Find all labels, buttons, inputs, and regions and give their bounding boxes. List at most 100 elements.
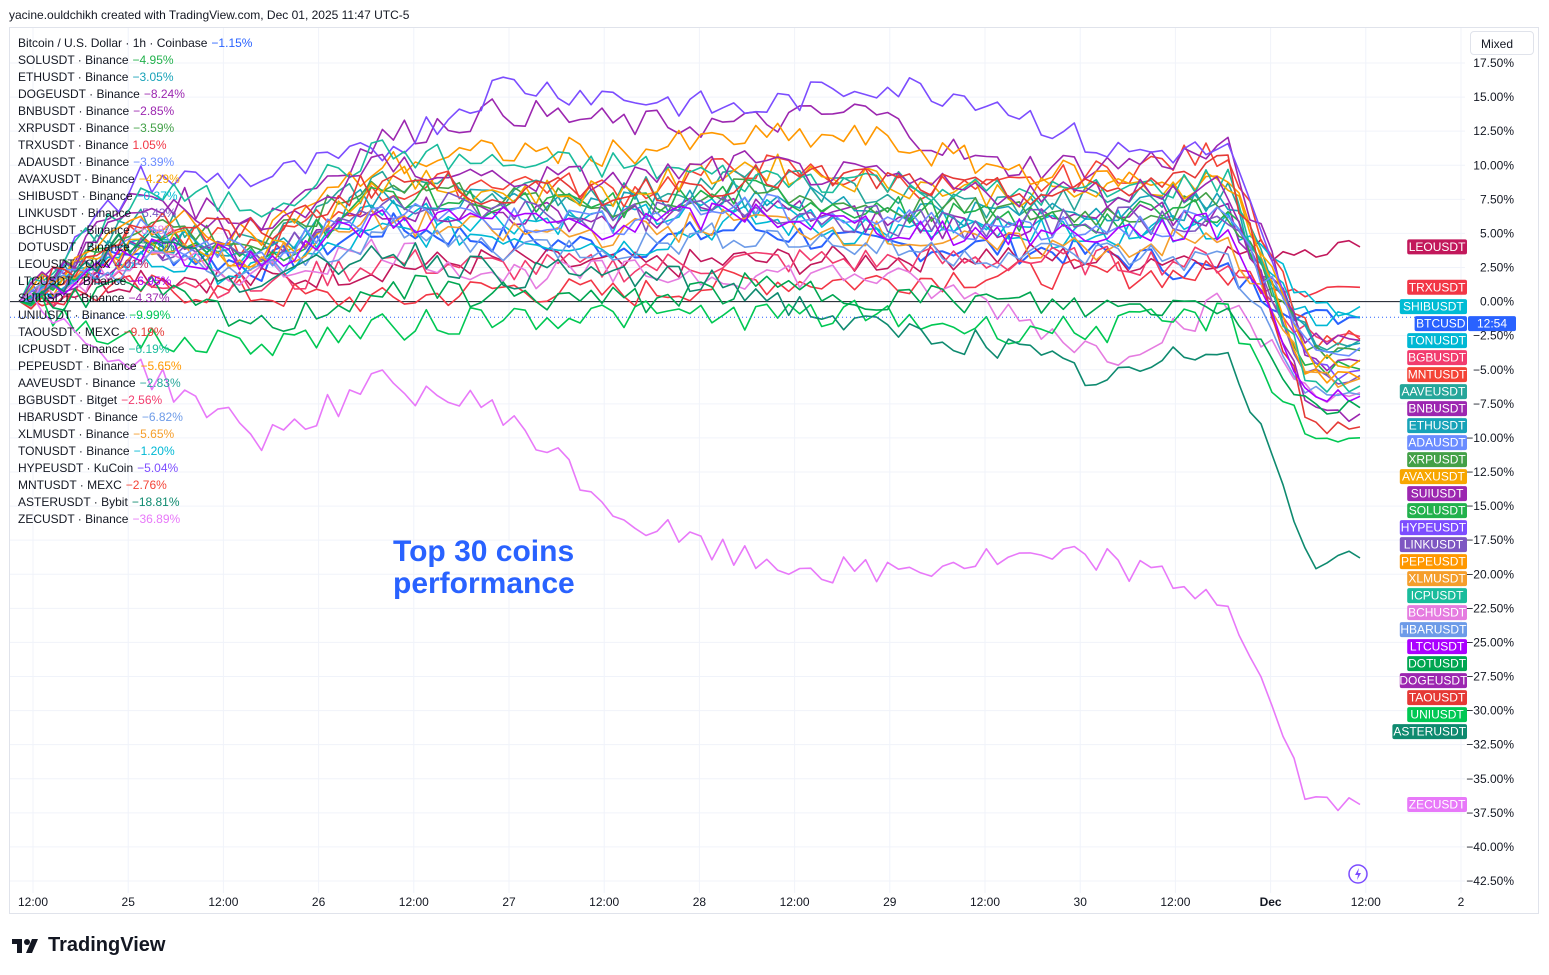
series-tag-bg[interactable] <box>1399 622 1467 638</box>
legend-row[interactable]: SUIUSDT · Binance −4.37% <box>18 290 252 307</box>
series-line-hypeusdt[interactable] <box>19 76 1361 381</box>
y-tick-label: 0.00% <box>1480 295 1514 309</box>
legend-row[interactable]: MNTUSDT · MEXC −2.76% <box>18 477 252 494</box>
legend-row[interactable]: ASTERUSDT · Bybit −18.81% <box>18 494 252 511</box>
legend-row[interactable]: ZECUSDT · Binance −36.89% <box>18 511 252 528</box>
series-tag-bg[interactable] <box>1407 571 1467 587</box>
series-tag-bg[interactable] <box>1407 690 1467 706</box>
series-tag-bg[interactable] <box>1399 520 1467 536</box>
legend-row[interactable]: DOGEUSDT · Binance −8.24% <box>18 86 252 103</box>
series-line-bnbusdt[interactable] <box>19 196 1361 346</box>
series-tag-bg[interactable] <box>1399 469 1467 485</box>
series-tag-label: SOLUSDT <box>1409 504 1466 518</box>
series-tag-label: LTCUSDT <box>1410 640 1465 654</box>
series-tag-bg[interactable] <box>1407 503 1467 519</box>
series-tag-bg[interactable] <box>1407 350 1467 366</box>
series-line-trxusdt[interactable] <box>19 258 1361 313</box>
series-line-zecusdt[interactable] <box>19 292 1361 812</box>
series-line-hbarusdt[interactable] <box>19 218 1361 397</box>
series-line-suiusdt[interactable] <box>19 98 1361 372</box>
legend-row[interactable]: PEPEUSDT · Binance −5.65% <box>18 358 252 375</box>
y-tick-label: −35.00% <box>1466 772 1514 786</box>
legend-row[interactable]: LINKUSDT · Binance −5.43% <box>18 205 252 222</box>
flash-icon[interactable] <box>1347 863 1369 885</box>
legend-series-name: BCHUSDT · Binance <box>18 223 130 237</box>
series-tag-bg[interactable] <box>1407 639 1467 655</box>
legend-row[interactable]: LEOUSDT · OKX 4.01% <box>18 256 252 273</box>
legend-row[interactable]: TRXUSDT · Binance 1.05% <box>18 137 252 154</box>
legend-row[interactable]: UNIUSDT · Binance −9.99% <box>18 307 252 324</box>
series-line-adausdt[interactable] <box>19 193 1361 357</box>
legend-row[interactable]: ADAUSDT · Binance −3.39% <box>18 154 252 171</box>
series-line-ethusdt[interactable] <box>19 180 1361 353</box>
chart-frame[interactable]: 17.50% 15.00% 12.50% 10.00% 7.50% 5.00% 2.50% 0… <box>9 27 1539 914</box>
series-tag-label: LINKUSDT <box>1404 538 1464 552</box>
series-line-pepeusdt[interactable] <box>19 122 1361 384</box>
legend-row[interactable]: BCHUSDT · Binance −6.68% <box>18 222 252 239</box>
series-tag-bg[interactable] <box>1414 316 1467 332</box>
series-tag-bg[interactable] <box>1407 707 1467 723</box>
legend-row[interactable]: AVAXUSDT · Binance −4.29% <box>18 171 252 188</box>
series-tag-bg[interactable] <box>1407 656 1467 672</box>
legend-row[interactable]: ICPUSDT · Binance −6.19% <box>18 341 252 358</box>
legend-row[interactable]: BGBUSDT · Bitget −2.56% <box>18 392 252 409</box>
series-line-taousdt[interactable] <box>19 154 1361 435</box>
series-tag-bg[interactable] <box>1399 384 1467 400</box>
series-tag-bg[interactable] <box>1407 333 1467 349</box>
series-line-btcusd[interactable] <box>19 212 1361 325</box>
series-tag-label: SUIUSDT <box>1411 487 1464 501</box>
series-line-mntusdt[interactable] <box>19 142 1361 350</box>
series-tag-label: BNBUSDT <box>1408 402 1466 416</box>
legend-row[interactable]: HBARUSDT · Binance −6.82% <box>18 409 252 426</box>
legend-series-change: −5.65% <box>133 427 175 441</box>
legend-row[interactable]: Bitcoin / U.S. Dollar · 1h · Coinbase −1.… <box>18 35 252 52</box>
legend-row[interactable]: SOLUSDT · Binance −4.95% <box>18 52 252 69</box>
series-line-dogeusdt[interactable] <box>19 150 1361 423</box>
legend-row[interactable]: TONUSDT · Binance −1.20% <box>18 443 252 460</box>
series-line-ltcusdt[interactable] <box>19 202 1361 403</box>
series-line-icpusdt[interactable] <box>19 139 1361 393</box>
legend-row[interactable]: XLMUSDT · Binance −5.65% <box>18 426 252 443</box>
series-tag-bg[interactable] <box>1407 401 1467 417</box>
legend-row[interactable]: TAOUSDT · MEXC −9.19% <box>18 324 252 341</box>
legend-series-change: −2.85% <box>133 104 175 118</box>
series-line-asterusdt[interactable] <box>19 229 1361 570</box>
legend-series-name: PEPEUSDT · Binance <box>18 359 137 373</box>
series-tag-bg[interactable] <box>1407 797 1467 813</box>
legend-row[interactable]: HYPEUSDT · KuCoin −5.04% <box>18 460 252 477</box>
series-tag-bg[interactable] <box>1399 673 1467 689</box>
legend-series-name: MNTUSDT · MEXC <box>18 478 122 492</box>
legend-row[interactable]: SHIBUSDT · Binance −0.37% <box>18 188 252 205</box>
series-tag-bg[interactable] <box>1392 724 1467 740</box>
series-tag-bg[interactable] <box>1407 239 1467 255</box>
series-tag-bg[interactable] <box>1399 554 1467 570</box>
performance-chart[interactable]: 17.50% 15.00% 12.50% 10.00% 7.50% 5.00% 2.50% 0… <box>10 28 1538 913</box>
series-tag-bg[interactable] <box>1399 299 1467 315</box>
legend-row[interactable]: BNBUSDT · Binance −2.85% <box>18 103 252 120</box>
series-tag-bg[interactable] <box>1407 588 1467 604</box>
series-line-linkusdt[interactable] <box>19 191 1361 385</box>
legend-row[interactable]: DOTUSDT · Binance −7.78% <box>18 239 252 256</box>
series-tag-bg[interactable] <box>1407 452 1467 468</box>
series-tag-bg[interactable] <box>1407 486 1467 502</box>
legend-row[interactable]: LTCUSDT · Binance −6.95% <box>18 273 252 290</box>
brand-name: TradingView <box>48 934 166 956</box>
series-tag-bg[interactable] <box>1399 537 1467 553</box>
series-line-bchusdt[interactable] <box>19 238 1361 404</box>
series-tag-bg[interactable] <box>1407 279 1467 295</box>
legend-row[interactable]: AAVEUSDT · Binance −2.83% <box>18 375 252 392</box>
series-tag-label: XLMUSDT <box>1408 572 1466 586</box>
legend-row[interactable]: XRPUSDT · Binance −3.59% <box>18 120 252 137</box>
legend-row[interactable]: ETHUSDT · Binance −3.05% <box>18 69 252 86</box>
series-tag-bg[interactable] <box>1407 435 1467 451</box>
y-tick-label: 12.50% <box>1473 124 1514 138</box>
scale-mode-button[interactable]: Mixed <box>1470 31 1534 55</box>
series-line-dotusdt[interactable] <box>19 272 1361 415</box>
series-tag-bg[interactable] <box>1407 418 1467 434</box>
series-tag-label: LEOUSDT <box>1409 240 1466 254</box>
series-tag-bg[interactable] <box>1407 367 1467 383</box>
series-line-uniusdt[interactable] <box>19 294 1361 443</box>
headline-line-2: performance <box>393 567 575 600</box>
y-tick-label: 15.00% <box>1473 90 1514 104</box>
series-tag-bg[interactable] <box>1407 605 1467 621</box>
